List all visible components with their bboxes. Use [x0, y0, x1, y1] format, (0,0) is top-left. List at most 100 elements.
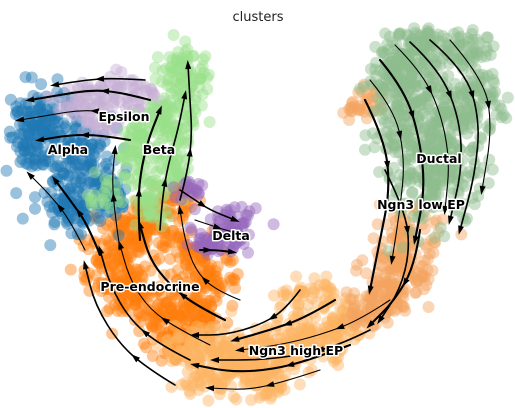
cell-point-ngn3-high-ep [280, 342, 293, 355]
cell-point-ngn3-high-ep [288, 318, 301, 331]
cell-point-pre-endocrine [115, 275, 128, 288]
cell-point-ductal [407, 210, 420, 223]
cell-point-ngn3-low-ep [370, 280, 383, 293]
cell-point-ngn3-low-ep [418, 254, 431, 267]
cell-point-ductal [422, 26, 435, 39]
cell-point-ductal [369, 63, 382, 76]
cell-point-beta [92, 197, 105, 210]
cell-point-ngn3-high-ep [208, 340, 221, 353]
cell-point-ngn3-high-ep [299, 346, 312, 359]
cell-point-pre-endocrine [111, 269, 124, 282]
cell-point-ngn3-low-ep [346, 307, 359, 320]
cell-point-pre-endocrine [202, 311, 215, 324]
cell-point-ductal [428, 34, 440, 47]
cell-point-ngn3-high-ep [225, 305, 238, 318]
cell-point-ductal [466, 24, 479, 36]
cell-point-ngn3-high-ep [257, 354, 269, 366]
cluster-label: Ngn3 low EP [377, 197, 465, 212]
cell-point-pre-endocrine [95, 285, 108, 297]
cell-point-ductal [454, 30, 467, 43]
cell-point-ductal [453, 36, 466, 49]
cell-point-pre-endocrine [166, 191, 178, 204]
cell-point-ngn3-low-ep [390, 261, 403, 274]
cell-point-ngn3-high-ep [217, 339, 230, 352]
cell-point-pre-endocrine [118, 276, 131, 289]
cell-point-pre-endocrine [167, 224, 180, 237]
cell-point-ngn3-high-ep [203, 345, 216, 358]
cell-point-pre-endocrine [157, 241, 169, 254]
cell-point-ngn3-low-ep [370, 87, 383, 99]
cell-point-pre-endocrine [194, 285, 207, 298]
cell-point-ngn3-low-ep [353, 103, 366, 116]
cell-point-pre-endocrine [144, 264, 157, 277]
cell-point-pre-endocrine [191, 290, 204, 303]
cell-point-ductal [481, 69, 494, 82]
cell-point-ngn3-high-ep [324, 282, 337, 295]
cell-point-pre-endocrine [119, 286, 132, 299]
cell-point-ngn3-high-ep [179, 344, 191, 357]
cell-point-pre-endocrine [114, 250, 127, 263]
cell-point-pre-endocrine [126, 229, 139, 242]
cell-point-pre-endocrine [195, 315, 208, 328]
cell-point-pre-endocrine [82, 243, 95, 256]
cell-point-ngn3-high-ep [253, 391, 266, 404]
cell-point-ngn3-low-ep [346, 105, 359, 118]
cell-point-beta [196, 88, 209, 101]
cell-point-pre-endocrine [150, 208, 162, 221]
cell-point-ductal [389, 113, 402, 126]
cell-point-ngn3-high-ep [185, 336, 198, 349]
cell-point-pre-endocrine [155, 314, 167, 327]
cell-point-pre-endocrine [147, 217, 160, 230]
cell-point-pre-endocrine [128, 286, 141, 298]
cell-point-ngn3-low-ep [413, 259, 426, 272]
cell-point-alpha [74, 176, 87, 189]
cell-point-pre-endocrine [176, 213, 189, 225]
cell-point-ngn3-low-ep [427, 216, 440, 229]
cell-point-pre-endocrine [166, 335, 179, 348]
cell-point-ductal [372, 79, 385, 92]
cell-point-pre-endocrine [211, 275, 223, 288]
cell-point-ductal [379, 47, 392, 60]
cell-point-ngn3-low-ep [385, 275, 398, 288]
cell-point-ngn3-high-ep [251, 357, 264, 370]
cell-point-ngn3-high-ep [202, 394, 215, 407]
cell-point-ngn3-high-ep [319, 279, 332, 292]
cell-point-ngn3-low-ep [375, 103, 388, 116]
cell-point-ngn3-low-ep [422, 301, 435, 313]
cell-point-ductal [463, 35, 476, 48]
cell-point-pre-endocrine [198, 255, 211, 268]
cell-point-pre-endocrine [154, 280, 167, 293]
cell-point-ngn3-high-ep [268, 289, 280, 302]
cell-point-ngn3-high-ep [245, 394, 258, 406]
cell-point-pre-endocrine [87, 209, 100, 222]
cell-point-ductal [419, 33, 432, 46]
cell-point-pre-endocrine [166, 194, 179, 207]
cell-point-ductal [408, 44, 420, 57]
cell-point-ngn3-high-ep [352, 310, 364, 323]
cell-point-pre-endocrine [118, 215, 131, 228]
cell-point-ngn3-high-ep [274, 301, 287, 314]
cell-point-ngn3-high-ep [232, 354, 245, 367]
cell-point-ngn3-high-ep [247, 341, 260, 353]
cell-point-pre-endocrine [168, 323, 181, 335]
cell-point-ngn3-high-ep [212, 344, 225, 357]
cell-point-pre-endocrine [133, 263, 146, 276]
cell-point-pre-endocrine [122, 223, 135, 236]
cell-point-pre-endocrine [166, 225, 179, 237]
cell-point-ductal [418, 55, 431, 68]
cell-point-alpha [35, 78, 48, 91]
cell-point-ngn3-low-ep [381, 265, 394, 278]
cell-point-ngn3-low-ep [420, 279, 433, 292]
cell-point-pre-endocrine [211, 279, 224, 292]
cell-point-ductal [417, 39, 430, 52]
cell-point-pre-endocrine [99, 233, 112, 246]
cell-point-ngn3-high-ep [292, 306, 305, 319]
cell-point-ngn3-high-ep [320, 325, 333, 338]
cell-point-ductal [401, 30, 414, 42]
cell-point-ngn3-high-ep [332, 359, 345, 372]
cell-point-pre-endocrine [127, 234, 140, 246]
cell-point-pre-endocrine [226, 299, 239, 312]
cell-point-ductal [405, 139, 418, 152]
cell-point-ductal [476, 68, 489, 81]
cell-point-ngn3-high-ep [304, 282, 317, 295]
